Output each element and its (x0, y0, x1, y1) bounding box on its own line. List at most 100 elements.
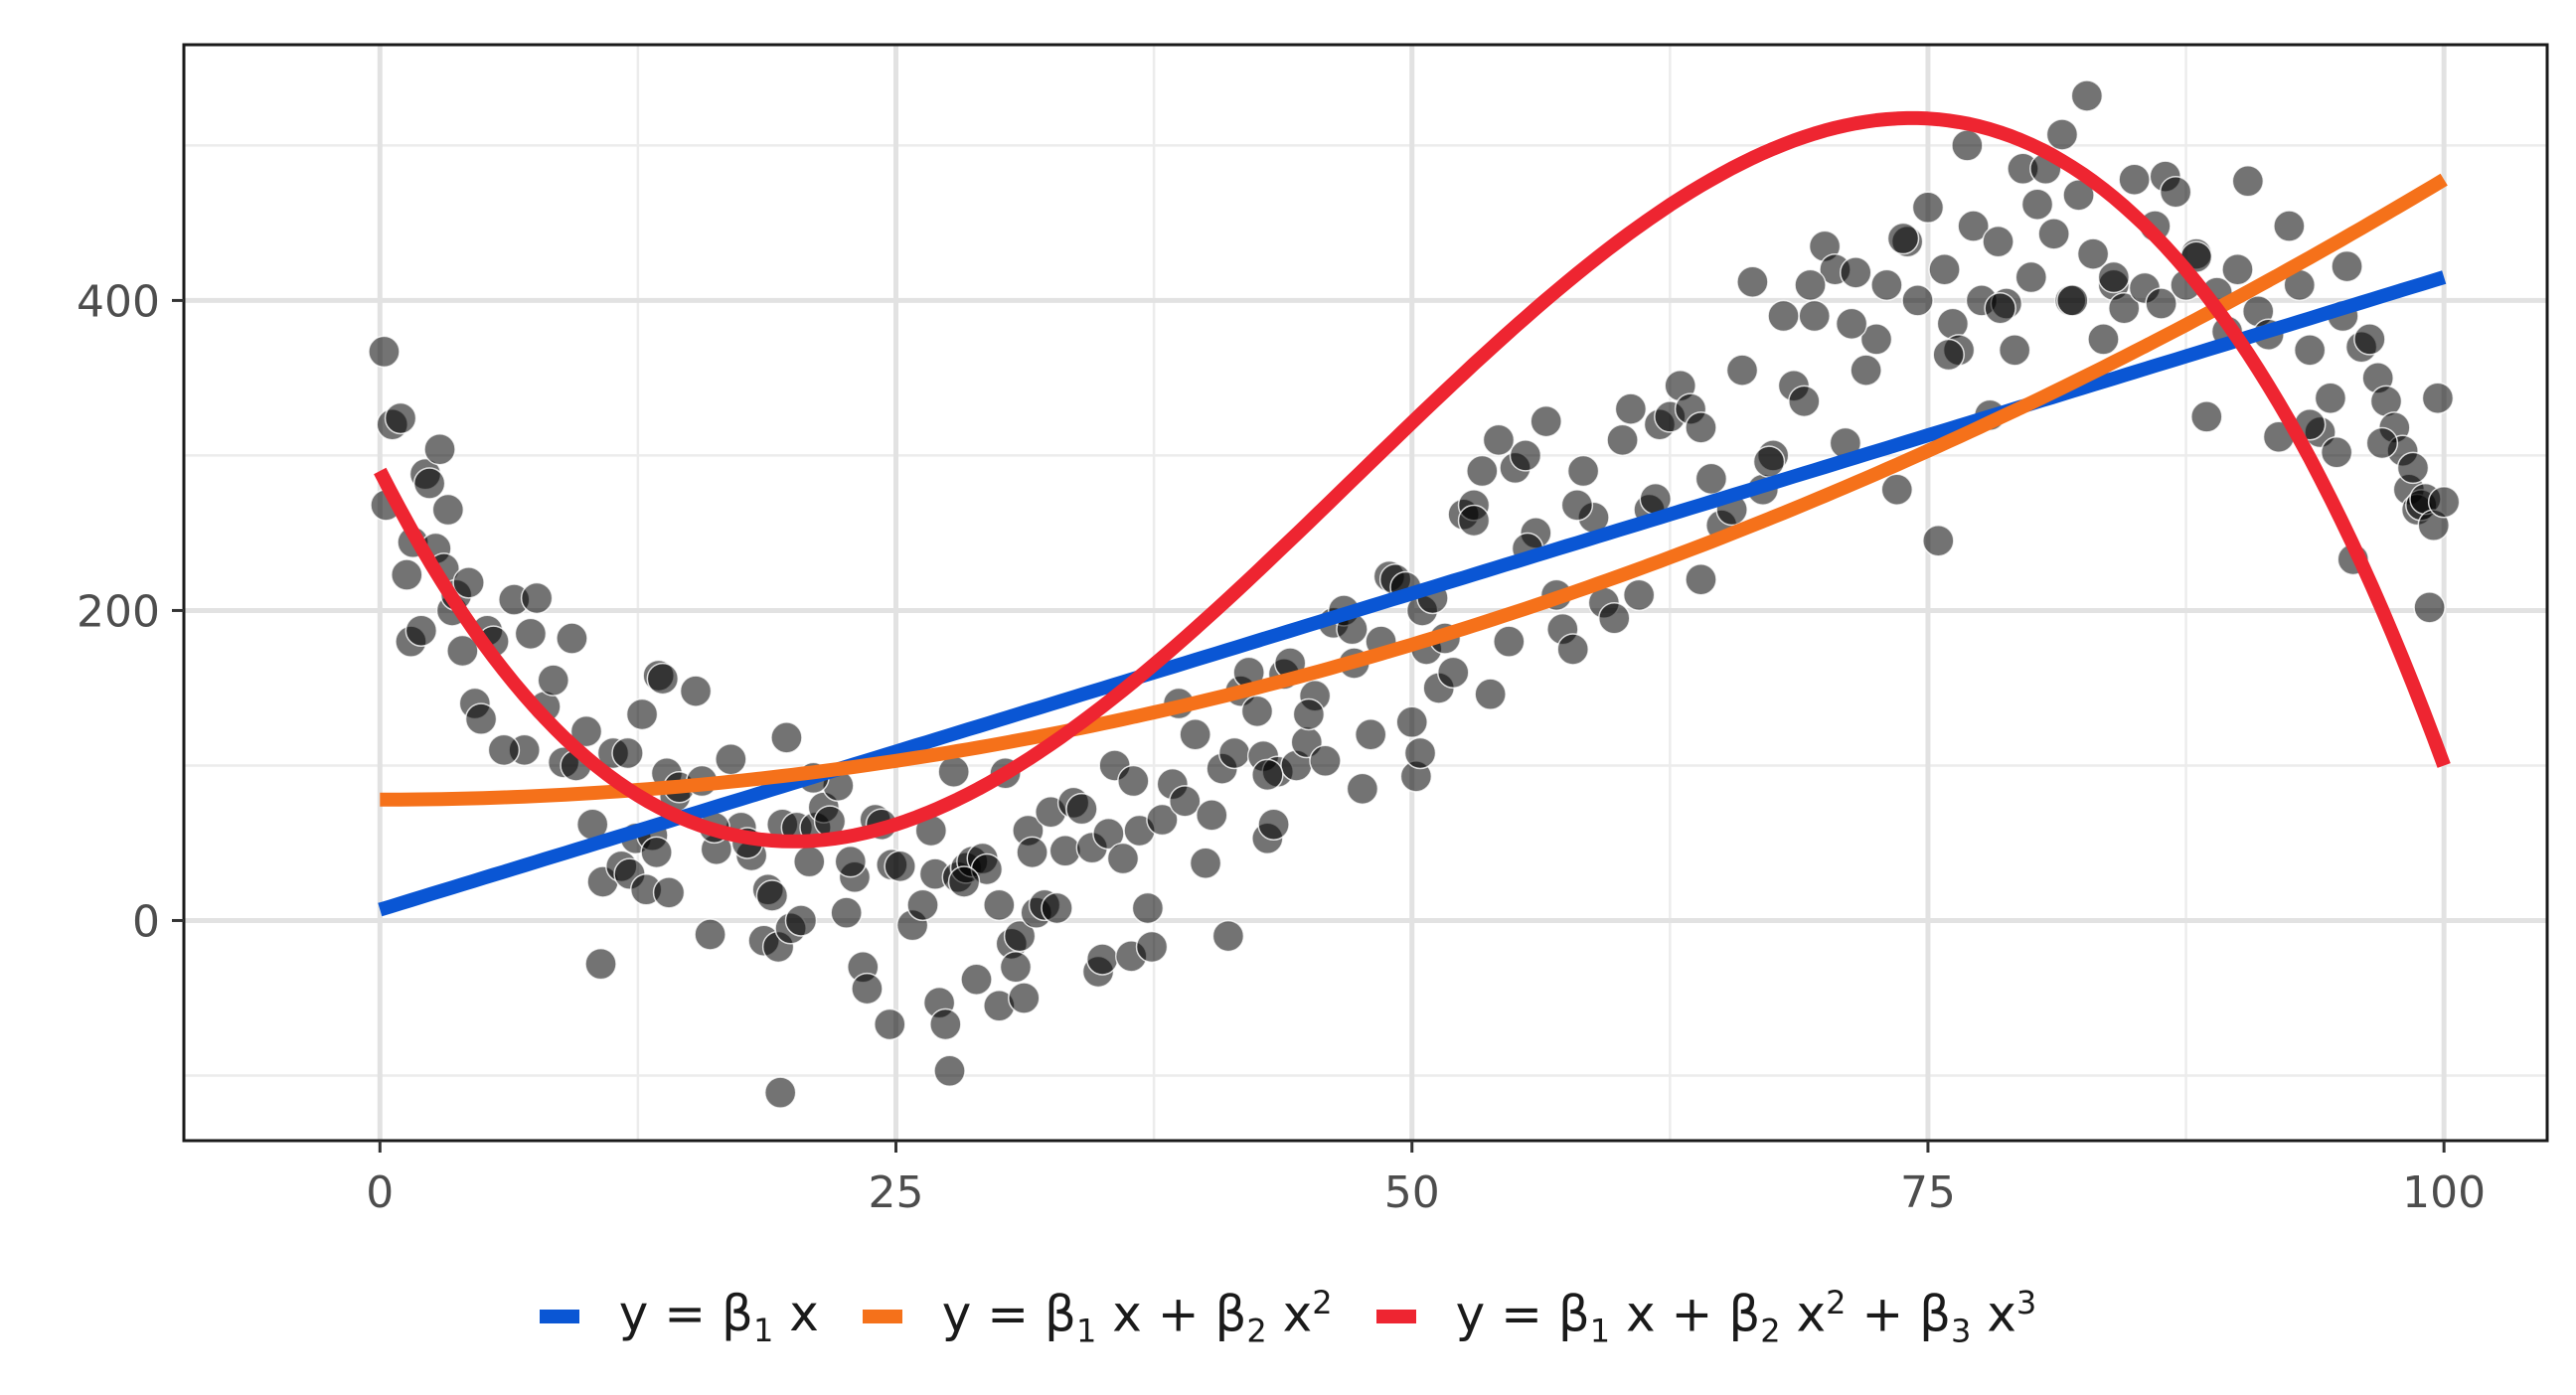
legend-key-linear (539, 1310, 579, 1323)
data-point (2231, 165, 2265, 198)
data-point (2159, 175, 2192, 209)
data-point (646, 662, 680, 696)
data-point (1482, 423, 1516, 457)
data-point (1886, 222, 1920, 255)
data-point (487, 733, 521, 767)
data-point (2145, 287, 2177, 320)
data-point (1106, 842, 1140, 875)
data-point (1240, 695, 1274, 728)
legend-item-quadratic: y = β1 x + β2 x2 (862, 1284, 1333, 1349)
data-point (1951, 129, 1984, 162)
data-point (2314, 382, 2347, 414)
data-point (1694, 462, 1728, 496)
data-point (1870, 268, 1903, 302)
data-point (851, 972, 884, 1006)
fit-line-linear (378, 270, 2447, 917)
data-point (537, 664, 570, 697)
data-point (755, 879, 789, 912)
data-point (999, 951, 1033, 984)
data-point (1788, 385, 1821, 418)
data-point (1437, 656, 1470, 690)
data-point (464, 702, 498, 735)
data-point (1685, 411, 1717, 444)
data-point (2045, 118, 2079, 151)
x-axis: 0 25 50 75 100 (366, 1141, 2486, 1218)
data-point (2020, 188, 2054, 221)
fit-lines (374, 110, 2451, 917)
data-point (1880, 473, 1914, 507)
data-point (933, 1054, 966, 1088)
data-point (391, 558, 423, 591)
data-point (1736, 265, 1769, 298)
data-point (625, 698, 659, 731)
data-point (784, 904, 818, 937)
legend-key-cubic (1375, 1310, 1416, 1323)
data-point (2097, 260, 2131, 294)
data-point (983, 888, 1016, 922)
data-point (2293, 334, 2327, 367)
data-point (1598, 601, 1631, 635)
data-point (640, 836, 673, 869)
x-tick-label: 75 (1900, 1167, 1956, 1218)
data-point (884, 850, 916, 883)
data-point (1085, 943, 1119, 976)
data-point (694, 918, 726, 951)
data-point (431, 493, 465, 527)
data-point (2221, 252, 2254, 286)
data-point (929, 1008, 962, 1041)
data-point (1509, 439, 1542, 472)
data-point (1928, 252, 1961, 286)
data-point (556, 622, 588, 655)
legend: y = β1 x y = β1 x + β2 x2 y = β1 x + β2 … (0, 1257, 2576, 1376)
data-point (874, 1008, 906, 1041)
data-point (1003, 919, 1037, 953)
data-point (679, 675, 713, 707)
data-point (1466, 454, 1499, 488)
data-point (1457, 504, 1491, 538)
data-point (1725, 354, 1759, 387)
legend-item-cubic: y = β1 x + β2 x2 + β3 x3 (1375, 1284, 2036, 1349)
data-point (830, 896, 863, 929)
data-point (412, 467, 446, 500)
x-tick-label: 100 (2402, 1167, 2486, 1218)
data-point (1211, 919, 1245, 953)
data-point (1292, 698, 1326, 731)
data-point (1560, 489, 1594, 522)
data-point (1048, 835, 1082, 867)
data-point (1566, 454, 1600, 488)
data-point (514, 617, 548, 651)
data-point (1008, 982, 1041, 1014)
data-point (2353, 323, 2386, 356)
data-point (2365, 426, 2399, 460)
data-point (1217, 736, 1251, 770)
data-point (1901, 284, 1934, 317)
data-point (1798, 299, 1831, 333)
data-point (1859, 323, 1893, 356)
data-point (569, 714, 603, 748)
data-point (423, 432, 456, 466)
data-point (1957, 210, 1990, 242)
data-point (834, 845, 868, 878)
data-point (611, 736, 644, 770)
data-point (1932, 338, 1965, 372)
legend-label-linear: y = β1 x (618, 1284, 819, 1349)
data-point (1982, 225, 2014, 258)
data-point (1752, 445, 1786, 478)
data-point (1840, 256, 1872, 289)
data-point (1309, 744, 1342, 778)
data-point (1189, 847, 1222, 879)
fit-line-cubic (374, 110, 2451, 849)
data-point (1135, 930, 1169, 964)
data-point (452, 566, 485, 599)
data-point (1922, 524, 1955, 557)
data-point (1179, 718, 1211, 751)
data-point (960, 963, 993, 996)
data-point (937, 755, 970, 788)
data-point (1403, 736, 1437, 770)
data-point (763, 1076, 797, 1109)
legend-item-linear: y = β1 x (539, 1284, 819, 1349)
data-point (2062, 179, 2095, 212)
data-point (793, 845, 826, 878)
data-point (715, 742, 747, 776)
data-point (2273, 210, 2306, 242)
